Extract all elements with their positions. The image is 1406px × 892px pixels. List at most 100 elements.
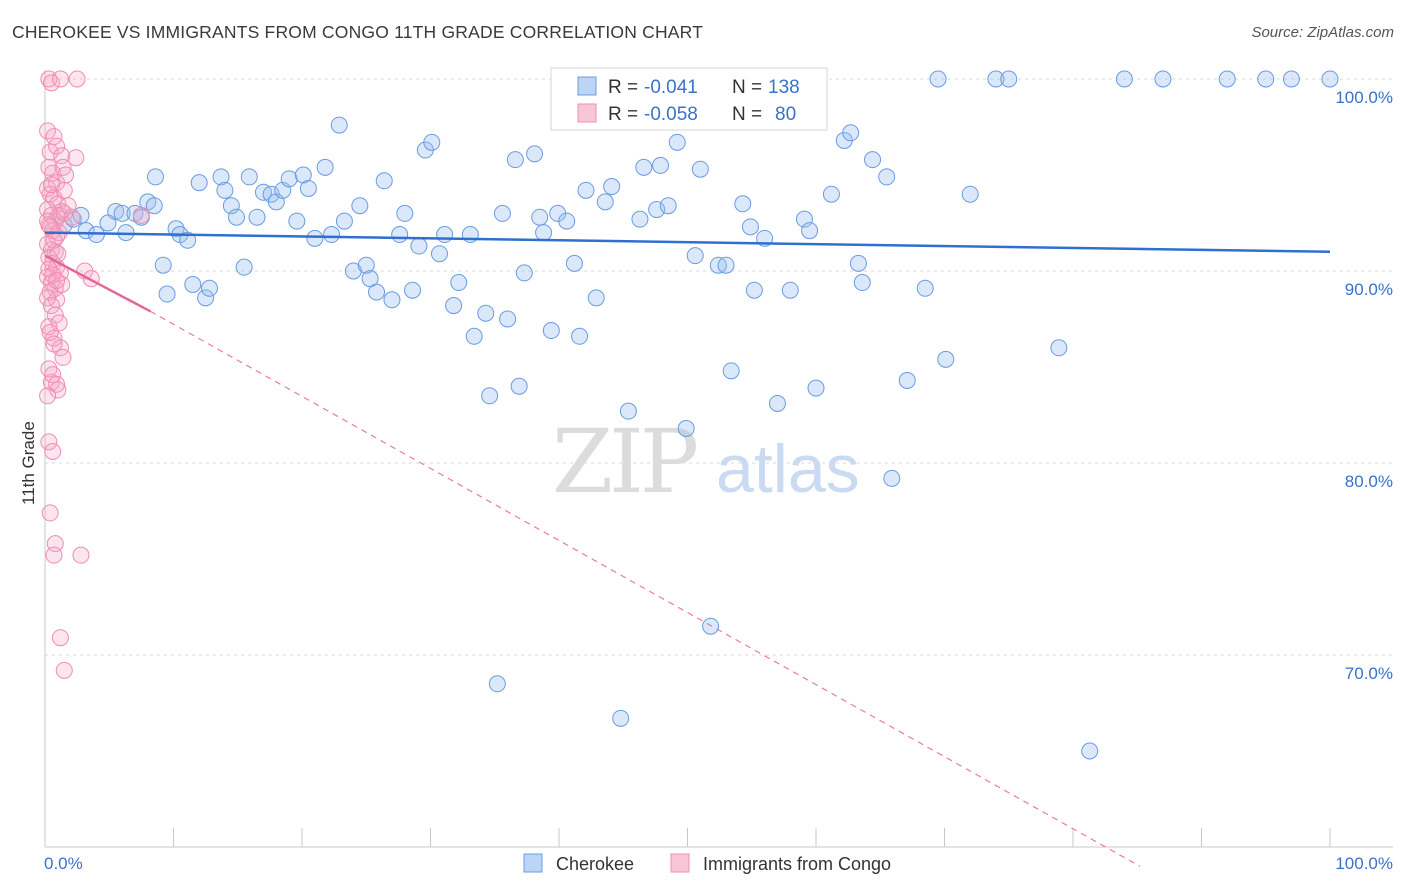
- congo-point: [48, 137, 66, 155]
- cherokee-point: [635, 158, 653, 176]
- congo-point: [67, 149, 85, 167]
- x-ticks: [173, 828, 1331, 847]
- congo-trend-line: [44, 254, 151, 313]
- cherokee-point: [396, 204, 414, 222]
- y-tick-label: 70.0%: [1345, 664, 1393, 683]
- cherokee-point: [849, 254, 867, 272]
- cherokee-point: [801, 222, 819, 240]
- congo-point: [42, 176, 60, 194]
- cherokee-point: [734, 195, 752, 213]
- cherokee-point: [212, 168, 230, 186]
- legend-r-label-1: R =: [608, 77, 638, 98]
- watermark-zip: ZIP: [552, 410, 697, 513]
- cherokee-point: [864, 151, 882, 169]
- cherokee-point: [677, 419, 695, 437]
- cherokee-point: [330, 116, 348, 134]
- cherokee-point: [612, 709, 630, 727]
- cherokee-point: [515, 264, 533, 282]
- grid-lines: [45, 78, 1393, 656]
- congo-point: [42, 74, 60, 92]
- congo-point: [55, 204, 73, 222]
- cherokee-point: [423, 133, 441, 151]
- legend-n-value-1: 138: [768, 77, 800, 98]
- cherokee-point: [506, 151, 524, 169]
- legend-r-value-1: -0.041: [644, 77, 698, 98]
- congo-point: [132, 206, 150, 224]
- legend-swatch-cherokee: [577, 76, 597, 96]
- cherokee-point: [299, 179, 317, 197]
- congo-point: [57, 166, 75, 184]
- cherokee-point: [1154, 70, 1172, 88]
- congo-point: [51, 629, 69, 647]
- congo-point: [46, 306, 64, 324]
- cherokee-point: [745, 281, 763, 299]
- cherokee-point: [465, 327, 483, 345]
- cherokee-point: [357, 256, 375, 274]
- cherokee-point: [1257, 70, 1275, 88]
- cherokee-point: [351, 197, 369, 215]
- cherokee-point: [822, 185, 840, 203]
- cherokee-point: [652, 156, 670, 174]
- cherokee-point: [1081, 742, 1099, 760]
- cherokee-point: [375, 172, 393, 190]
- cherokee-point: [179, 231, 197, 249]
- cherokee-point: [542, 322, 560, 340]
- cherokee-point: [702, 617, 720, 635]
- cherokee-point: [531, 208, 549, 226]
- cherokee-point: [807, 379, 825, 397]
- cherokee-point: [235, 258, 253, 276]
- cherokee-point: [248, 208, 266, 226]
- y-tick-label: 80.0%: [1345, 472, 1393, 491]
- congo-point: [39, 387, 57, 405]
- trend-lines: [44, 231, 1331, 867]
- cherokee-point: [717, 256, 735, 274]
- cherokee-point: [1282, 70, 1300, 88]
- cherokee-trend-line: [44, 231, 1331, 254]
- congo-point: [48, 375, 66, 393]
- legend-n-value-2: 80: [775, 104, 796, 125]
- cherokee-point: [1321, 70, 1339, 88]
- cherokee-point: [227, 208, 245, 226]
- cherokee-point: [499, 310, 517, 328]
- congo-trend-line-dashed: [150, 310, 1141, 867]
- cherokee-point: [883, 469, 901, 487]
- legend-r-value-2: -0.058: [644, 104, 698, 125]
- cherokee-point: [1050, 339, 1068, 357]
- axes: [44, 70, 1393, 848]
- cherokee-point: [842, 124, 860, 142]
- legend-n-label-2: N =: [732, 104, 762, 125]
- cherokee-point: [436, 226, 454, 244]
- cherokee-point: [619, 402, 637, 420]
- cherokee-point: [929, 70, 947, 88]
- cherokee-point: [445, 297, 463, 315]
- congo-point: [51, 70, 69, 88]
- congo-points: [39, 70, 150, 679]
- cherokee-point: [197, 289, 215, 307]
- congo-point: [48, 272, 66, 290]
- congo-point: [39, 289, 57, 307]
- cherokee-point: [158, 285, 176, 303]
- cherokee-point: [878, 168, 896, 186]
- congo-point: [49, 381, 67, 399]
- bottom-legend-swatch-cherokee: [523, 853, 543, 873]
- bottom-legend-label-cherokee: Cherokee: [556, 854, 634, 874]
- bottom-legend: Cherokee Immigrants from Congo: [523, 853, 891, 874]
- bottom-legend-label-congo: Immigrants from Congo: [703, 854, 891, 874]
- cherokee-points: [55, 70, 1339, 760]
- congo-point: [54, 348, 72, 366]
- cherokee-point: [190, 174, 208, 192]
- cherokee-point: [107, 202, 125, 220]
- cherokee-point: [781, 281, 799, 299]
- cherokee-point: [668, 133, 686, 151]
- congo-point: [45, 546, 63, 564]
- cherokee-point: [184, 275, 202, 293]
- legend-n-label-1: N =: [732, 77, 762, 98]
- cherokee-point: [853, 274, 871, 292]
- cherokee-point: [510, 377, 528, 395]
- cherokee-point: [323, 226, 341, 244]
- cherokee-point: [741, 218, 759, 236]
- cherokee-point: [768, 394, 786, 412]
- x-tick-label-max: 100.0%: [1335, 854, 1393, 873]
- congo-point: [55, 661, 73, 679]
- cherokee-point: [306, 229, 324, 247]
